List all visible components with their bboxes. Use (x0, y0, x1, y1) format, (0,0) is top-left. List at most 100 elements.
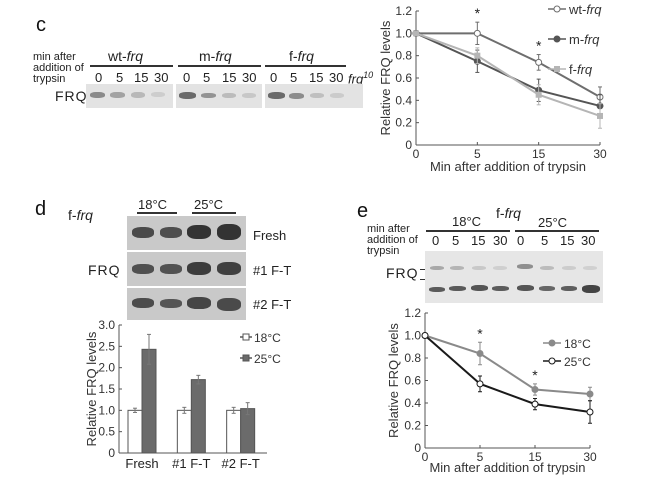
panel-d-letter: d (35, 198, 47, 220)
lane-label: 30 (329, 70, 344, 85)
temp-label-18: 18°C (138, 197, 168, 212)
lane-label: 15 (134, 70, 149, 85)
x-tick-label: #2 F-T (222, 456, 260, 471)
series-line (415, 32, 601, 117)
lane-label: 0 (517, 233, 525, 248)
data-point (535, 91, 542, 98)
temp-label-25: 25°C (538, 215, 568, 230)
x-tick-label: 30 (593, 147, 607, 161)
lane-label: 30 (242, 70, 257, 85)
significance-star: * (536, 38, 542, 54)
y-tick-label: 0.8 (404, 351, 421, 365)
data-point (586, 408, 594, 416)
bar (226, 409, 242, 454)
temp-underline (426, 230, 510, 232)
y-tick-label: 1.2 (404, 306, 421, 320)
western-blot-wt-frq (86, 84, 173, 108)
significance-star: * (477, 325, 483, 341)
y-tick-label: 0.2 (395, 116, 412, 130)
western-blot-ft1 (127, 252, 246, 286)
series-line (424, 334, 591, 395)
data-point (474, 52, 481, 59)
lane-label: 15 (309, 70, 324, 85)
row-label-line: min after (367, 223, 410, 235)
x-tick-label: 30 (583, 450, 597, 464)
y-axis-label: Relative FRQ levels (84, 331, 99, 446)
row-label-line: addition of (33, 62, 84, 74)
x-tick-label: 0 (413, 147, 420, 161)
bar (141, 348, 157, 454)
western-blot-fresh (127, 216, 246, 250)
x-tick-label: 15 (532, 147, 546, 161)
band-label-frq: FRQ (88, 262, 121, 278)
lane-label: 30 (581, 233, 596, 248)
x-tick-label: 0 (422, 450, 429, 464)
group-header-m-frq: m-frq (199, 48, 232, 64)
y-tick-label: 0.4 (395, 93, 412, 107)
legend-label: m-frq (569, 32, 600, 47)
band-label-frq: FRQ (386, 265, 427, 281)
y-tick-label: 2.5 (98, 339, 115, 353)
lane-label: 0 (270, 70, 278, 85)
bar (190, 379, 206, 454)
group-underline (90, 65, 173, 67)
x-axis-label: Min after addition of trypsin (429, 460, 585, 475)
data-point (597, 112, 603, 119)
bar (127, 409, 143, 454)
lane-label: 0 (183, 70, 191, 85)
data-point (421, 332, 429, 339)
western-blot-m-frq (176, 84, 262, 108)
lane-label: 15 (222, 70, 237, 85)
panel-c-row-label: min after addition of trypsin (33, 52, 84, 85)
y-tick-label: 1.0 (98, 403, 115, 417)
lane-label: 30 (154, 70, 169, 85)
x-tick-label: 5 (474, 147, 481, 161)
y-tick-label: 0 (405, 138, 412, 152)
data-point (531, 386, 539, 393)
temp-underline (137, 212, 177, 214)
group-header-f-frq: f-frq (289, 48, 314, 64)
panel-e-letter: e (357, 200, 369, 222)
data-point (476, 350, 484, 357)
lane-label: 30 (493, 233, 508, 248)
y-tick-label: 1.0 (395, 26, 412, 40)
y-tick-label: 3.0 (98, 318, 115, 332)
data-point (413, 30, 419, 37)
row-label-fresh: Fresh (253, 228, 287, 243)
lane-label: 5 (541, 233, 549, 248)
row-label-line: min after (33, 51, 76, 63)
panel-e-strain: f-frq (496, 205, 521, 221)
lane-label: 0 (432, 233, 440, 248)
legend-label: 25°C (254, 352, 281, 366)
y-tick-label: 0.4 (404, 396, 421, 410)
y-tick-label: 1.2 (395, 4, 412, 18)
panel-d-strain: f-frq (68, 207, 93, 223)
y-tick-label: 0.5 (98, 425, 115, 439)
y-tick-label: 1.5 (98, 382, 115, 396)
y-tick-label: 0 (414, 441, 421, 455)
legend-label: 18°C (254, 331, 281, 345)
temp-label-25: 25°C (194, 197, 224, 212)
western-blot-f-frq (265, 84, 363, 108)
y-tick-label: 2.0 (98, 361, 115, 375)
panel-e-row-label: min after addition of trypsin (367, 224, 418, 257)
lane-label: 5 (116, 70, 124, 85)
control-lane-label: frq10 (348, 70, 374, 87)
legend-label: f-frq (569, 62, 593, 77)
lane-label: 5 (452, 233, 460, 248)
lane-label: 0 (95, 70, 103, 85)
row-label-line: addition of (367, 234, 418, 246)
x-axis-label: Min after addition of trypsin (430, 159, 586, 174)
lane-label: 5 (203, 70, 211, 85)
western-blot-ft2 (127, 288, 246, 320)
series-line (424, 334, 591, 413)
row-label-line: trypsin (33, 73, 66, 85)
legend-label: 25°C (564, 355, 591, 369)
y-tick-label: 0.6 (395, 71, 412, 85)
lane-label: 15 (560, 233, 575, 248)
y-tick-label: 0.6 (404, 374, 421, 388)
significance-star: * (532, 367, 538, 383)
